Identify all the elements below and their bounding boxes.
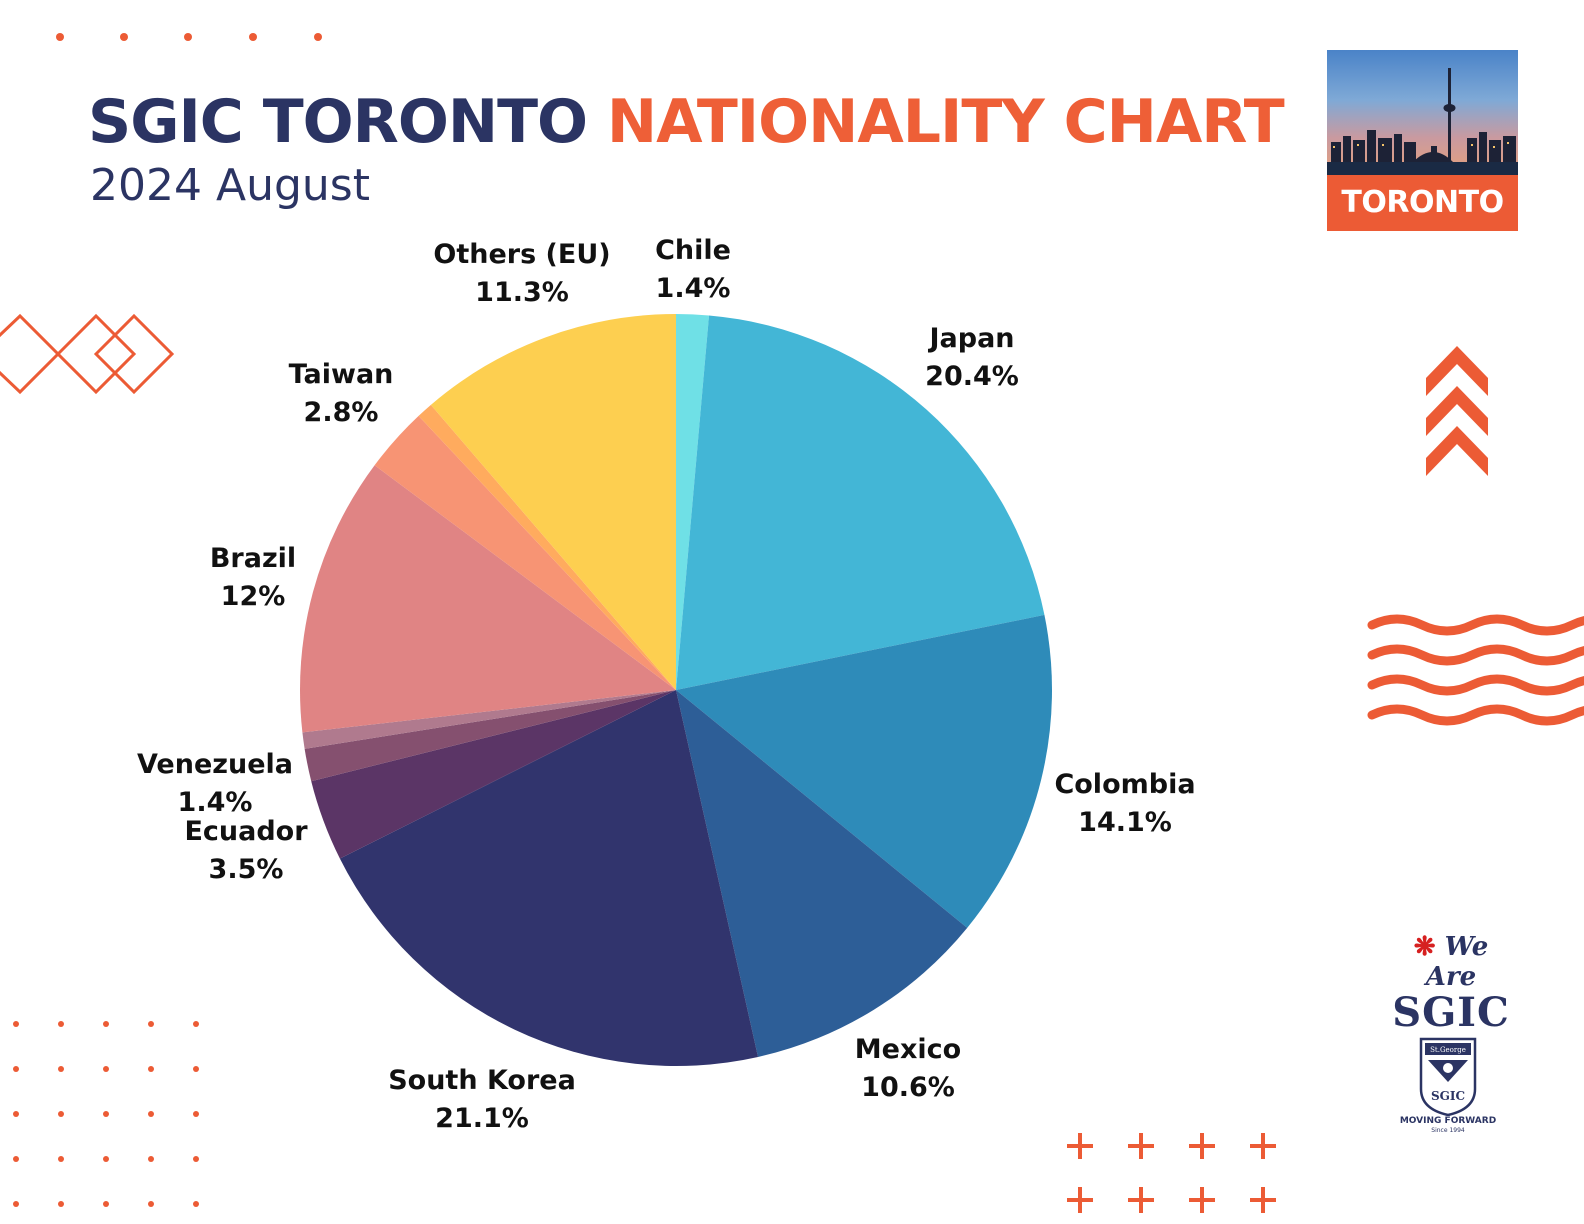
sgic-wordmark: SGIC [1392, 989, 1510, 1036]
crest-shield-icon: St.George SGIC [1419, 1037, 1477, 1116]
pie-slice-unlabeled-10 [418, 404, 676, 690]
pie-slice-south-korea [339, 690, 759, 1066]
chevron-up-decoration [1426, 346, 1488, 476]
pie-label-japan: Japan 20.4% [925, 320, 1019, 396]
top-dots-decoration [56, 33, 322, 41]
pie-label-value: 1.4% [655, 273, 731, 304]
crest-motto: MOVING FORWARD [1399, 1116, 1497, 1126]
pie-label-value: 3.5% [208, 854, 284, 885]
pie-label-name: Others (EU) [433, 239, 611, 270]
we-are-label: We Are [1425, 932, 1489, 992]
diamond-outline-decoration [0, 313, 175, 395]
pie-slice-brazil [300, 465, 676, 733]
pie-slice-ecuador [311, 690, 676, 859]
pie-label-name: Brazil [209, 543, 297, 574]
pie-label-taiwan: Taiwan 2.8% [289, 356, 394, 432]
pie-label-venezuela: Venezuela 1.4% [137, 746, 293, 822]
pie-label-name: South Korea [388, 1065, 576, 1096]
crest-name-text: SGIC [1431, 1089, 1465, 1103]
pie-label-value: 10.6% [861, 1072, 955, 1103]
pie-label-chile: Chile 1.4% [655, 232, 731, 308]
page-subtitle: 2024 August [90, 160, 370, 211]
pie-label-name: Ecuador [184, 816, 308, 847]
crest-since: Since 1994 [1431, 1127, 1465, 1134]
pie-label-others-eu: Others (EU) 11.3% [433, 236, 610, 312]
pie-slice-japan [676, 315, 1045, 690]
pie-label-colombia: Colombia 14.1% [1054, 766, 1195, 842]
maple-leaf-icon: ❋ [1413, 932, 1436, 962]
pie-slice-chile [676, 314, 710, 690]
pie-label-south-korea: South Korea 21.1% [388, 1062, 576, 1138]
pie-label-name: Colombia [1054, 769, 1196, 800]
we-are-text: ❋ We Are [1386, 932, 1516, 992]
pie-label-name: Venezuela [137, 749, 293, 780]
pie-slice-others-eu [430, 314, 676, 690]
plus-grid-decoration [1067, 1133, 1276, 1213]
pie-slice-unlabeled-7 [302, 690, 676, 749]
pie-label-value: 14.1% [1078, 807, 1172, 838]
pie-slice-colombia [676, 614, 1052, 928]
page-title: SGIC TORONTO NATIONALITY CHART [88, 92, 1285, 152]
pie-slice-venezuela [304, 690, 676, 782]
pie-slice-mexico [676, 690, 968, 1057]
title-part-2: NATIONALITY CHART [606, 87, 1285, 157]
pie-label-name: Japan [929, 323, 1015, 354]
toronto-banner-label: TORONTO [1327, 175, 1518, 231]
pie-label-ecuador: Ecuador 3.5% [184, 813, 307, 889]
pie-label-mexico: Mexico 10.6% [855, 1031, 961, 1107]
skyline-silhouette [1327, 68, 1518, 175]
pie-label-value: 21.1% [435, 1103, 529, 1134]
sgic-crest-logo: St.George SGIC MOVING FORWARD Since 1994 [1398, 1036, 1498, 1135]
toronto-skyline-photo: TORONTO [1327, 50, 1518, 231]
pie-label-brazil: Brazil 12% [210, 540, 296, 616]
pie-label-value: 1.4% [177, 787, 253, 818]
pie-slice-taiwan [374, 415, 676, 690]
pie-label-value: 2.8% [303, 397, 379, 428]
dot-grid-decoration [13, 1021, 199, 1207]
we-are-sgic-logo: ❋ We Are SGIC [1386, 932, 1516, 1034]
pie-label-value: 11.3% [475, 277, 569, 308]
wave-lines-decoration [1367, 614, 1584, 726]
pie-label-name: Mexico [854, 1034, 962, 1065]
pie-label-value: 12% [220, 581, 286, 612]
title-part-1: SGIC TORONTO [88, 87, 588, 157]
pie-label-value: 20.4% [925, 361, 1019, 392]
pie-label-name: Chile [655, 235, 731, 266]
pie-label-name: Taiwan [288, 359, 394, 390]
crest-top-text: St.George [1430, 1046, 1466, 1054]
